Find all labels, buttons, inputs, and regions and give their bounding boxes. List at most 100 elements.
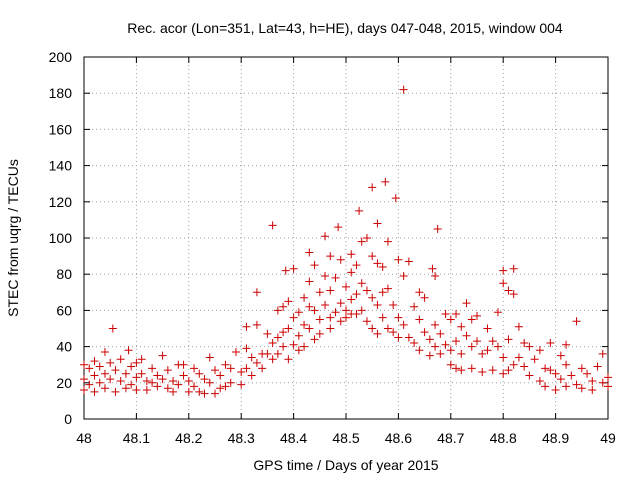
data-point (355, 206, 364, 215)
data-point (127, 380, 136, 389)
data-point (153, 382, 162, 391)
data-point (391, 194, 400, 203)
data-point (530, 355, 539, 364)
data-point (425, 351, 434, 360)
data-point (473, 337, 481, 346)
data-point (116, 376, 125, 385)
data-point (242, 322, 251, 331)
data-point (315, 288, 324, 297)
y-tick-label: 80 (56, 266, 72, 282)
data-point (352, 310, 361, 319)
data-point (394, 255, 403, 264)
data-point (100, 369, 109, 378)
data-point (588, 376, 597, 385)
data-point (121, 369, 130, 378)
data-point (252, 288, 261, 297)
y-tick-label: 180 (49, 85, 73, 101)
data-point (148, 364, 157, 373)
data-point (127, 362, 136, 371)
data-point (446, 346, 455, 355)
data-point (289, 264, 298, 273)
x-tick-label: 49 (600, 430, 616, 446)
data-point (331, 308, 340, 317)
data-point (572, 380, 581, 389)
data-point (362, 234, 371, 242)
data-point (562, 340, 571, 349)
data-point (216, 384, 225, 393)
grid-lines (84, 57, 608, 419)
y-tick-label: 0 (64, 411, 72, 427)
data-point (95, 378, 104, 387)
data-point (258, 364, 267, 373)
data-point (300, 320, 309, 329)
data-point (598, 349, 607, 358)
data-point (336, 255, 345, 264)
x-tick-label: 48.2 (175, 430, 202, 446)
data-point (326, 313, 335, 322)
data-point (562, 382, 571, 391)
data-point (378, 313, 387, 322)
data-point (378, 262, 387, 271)
data-point (457, 349, 466, 358)
data-point (108, 324, 117, 333)
y-tick-label: 120 (49, 194, 73, 210)
data-point (420, 328, 429, 337)
y-tick-label: 200 (49, 49, 73, 65)
data-point (336, 299, 345, 308)
data-point (190, 382, 199, 391)
data-point (279, 328, 288, 337)
data-point (342, 313, 350, 322)
data-point (300, 293, 309, 302)
data-point (195, 369, 204, 378)
data-point (535, 376, 544, 385)
data-point (452, 337, 461, 346)
data-point (142, 376, 151, 385)
data-point (352, 261, 361, 270)
data-point (488, 366, 497, 375)
data-point (80, 375, 88, 384)
data-point (441, 310, 450, 319)
y-tick-label: 140 (49, 158, 73, 174)
data-point (425, 335, 434, 344)
data-point (305, 277, 314, 286)
data-point (95, 362, 104, 371)
y-tick-label: 100 (49, 230, 73, 246)
data-point (452, 310, 461, 319)
axis-ticks (83, 56, 609, 420)
data-point (273, 349, 282, 358)
data-point (300, 342, 309, 351)
data-point (357, 279, 366, 288)
data-point (90, 357, 99, 366)
data-point (467, 342, 476, 351)
data-point (279, 302, 288, 311)
data-point (368, 252, 377, 261)
data-point (509, 360, 518, 369)
data-point (593, 362, 602, 371)
data-point (556, 351, 565, 360)
data-point (85, 380, 94, 389)
data-point (336, 317, 345, 326)
data-point (352, 290, 361, 299)
data-point (237, 380, 246, 389)
x-tick-label: 48.5 (332, 430, 359, 446)
data-point (415, 315, 424, 324)
data-point (567, 371, 576, 380)
data-point (321, 232, 330, 241)
data-point (446, 360, 455, 369)
data-point (431, 342, 440, 351)
data-point (226, 378, 235, 387)
y-tick-label: 40 (56, 339, 72, 355)
data-point (284, 297, 293, 306)
data-point (205, 353, 214, 362)
data-point (504, 335, 513, 344)
data-point (467, 364, 476, 373)
data-point (279, 342, 288, 351)
data-point (535, 346, 544, 355)
data-point (441, 340, 450, 349)
data-point (184, 387, 193, 396)
data-point (106, 358, 115, 367)
data-point (452, 364, 461, 373)
data-point (373, 300, 382, 309)
data-point (137, 355, 146, 364)
data-point (163, 366, 172, 375)
